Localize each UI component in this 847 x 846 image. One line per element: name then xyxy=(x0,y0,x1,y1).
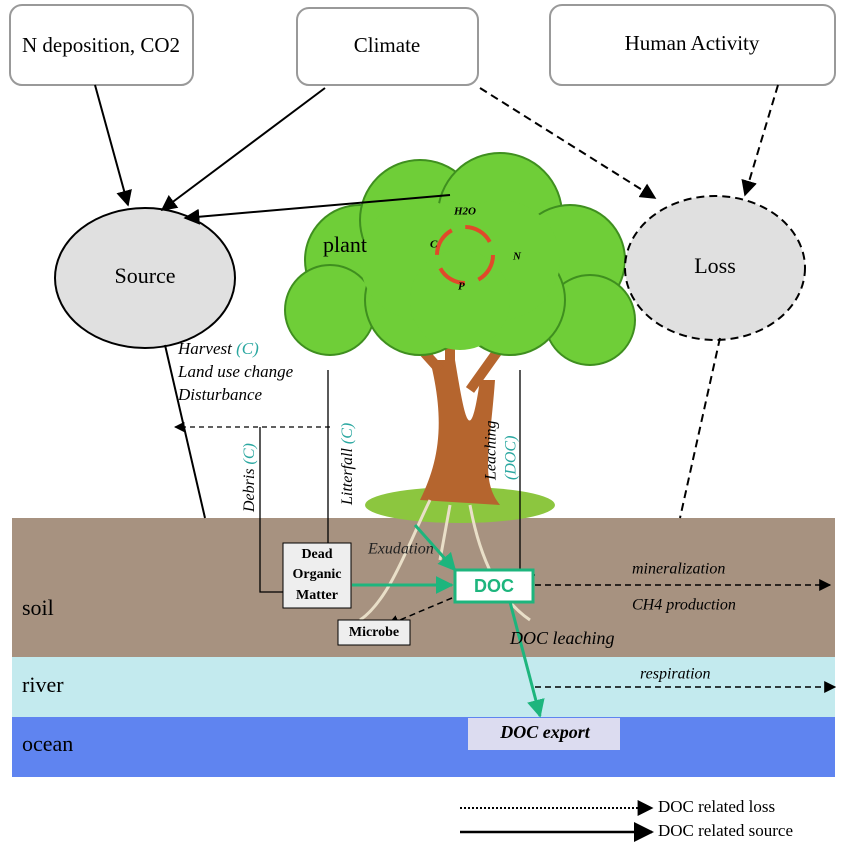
cycle-label: C xyxy=(430,239,438,251)
harvest-tag: (C) xyxy=(236,339,259,358)
process-label: respiration xyxy=(640,666,711,683)
process-label: DOC leaching xyxy=(509,628,614,648)
driver-label: N deposition, CO2 xyxy=(22,33,180,57)
flux-label: Leaching xyxy=(483,420,500,481)
layer-label: river xyxy=(22,672,64,697)
cycle-label: N xyxy=(512,251,522,263)
litterfall-tag: (C) xyxy=(339,423,356,444)
process-label: mineralization xyxy=(632,561,725,578)
microbe-label: Microbe xyxy=(349,625,399,640)
driver-label: Human Activity xyxy=(625,31,760,55)
removal-label: Land use change xyxy=(177,362,294,381)
debris-tag: (C) xyxy=(241,443,258,464)
legend-label: DOC related source xyxy=(658,821,793,840)
removal-label: Disturbance xyxy=(177,385,263,404)
debris: Debris xyxy=(241,468,258,513)
layer-label: soil xyxy=(22,595,54,620)
ocean-layer xyxy=(12,717,835,777)
cycle-label: H2O xyxy=(453,206,476,218)
flux-label: Debris (C) xyxy=(241,443,258,513)
dom-label: Organic xyxy=(293,567,342,582)
flux-label: (DOC) xyxy=(503,436,520,480)
exudation-label: Exudation xyxy=(367,541,434,558)
export-label: DOC export xyxy=(499,722,590,742)
river-layer xyxy=(12,657,835,717)
doc-label: DOC xyxy=(474,576,514,596)
dom-label: Dead xyxy=(301,547,332,562)
dom-label: Matter xyxy=(296,588,338,603)
plant-label: plant xyxy=(323,232,367,257)
harvest: Harvest xyxy=(177,339,233,358)
layer-label: ocean xyxy=(22,731,73,756)
source-label: Source xyxy=(114,263,175,288)
litterfall: Litterfall xyxy=(339,448,356,506)
diagram: soil river ocean plant H2O C N P N depos… xyxy=(0,0,847,846)
cycle-label: P xyxy=(458,281,465,293)
removal-label: Harvest (C) xyxy=(177,339,259,358)
driver-label: Climate xyxy=(354,33,421,57)
legend-label: DOC related loss xyxy=(658,797,775,816)
process-label: CH4 production xyxy=(632,597,736,614)
flux-label: Litterfall (C) xyxy=(339,423,356,506)
soil-layer xyxy=(12,518,835,657)
loss-label: Loss xyxy=(694,253,736,278)
